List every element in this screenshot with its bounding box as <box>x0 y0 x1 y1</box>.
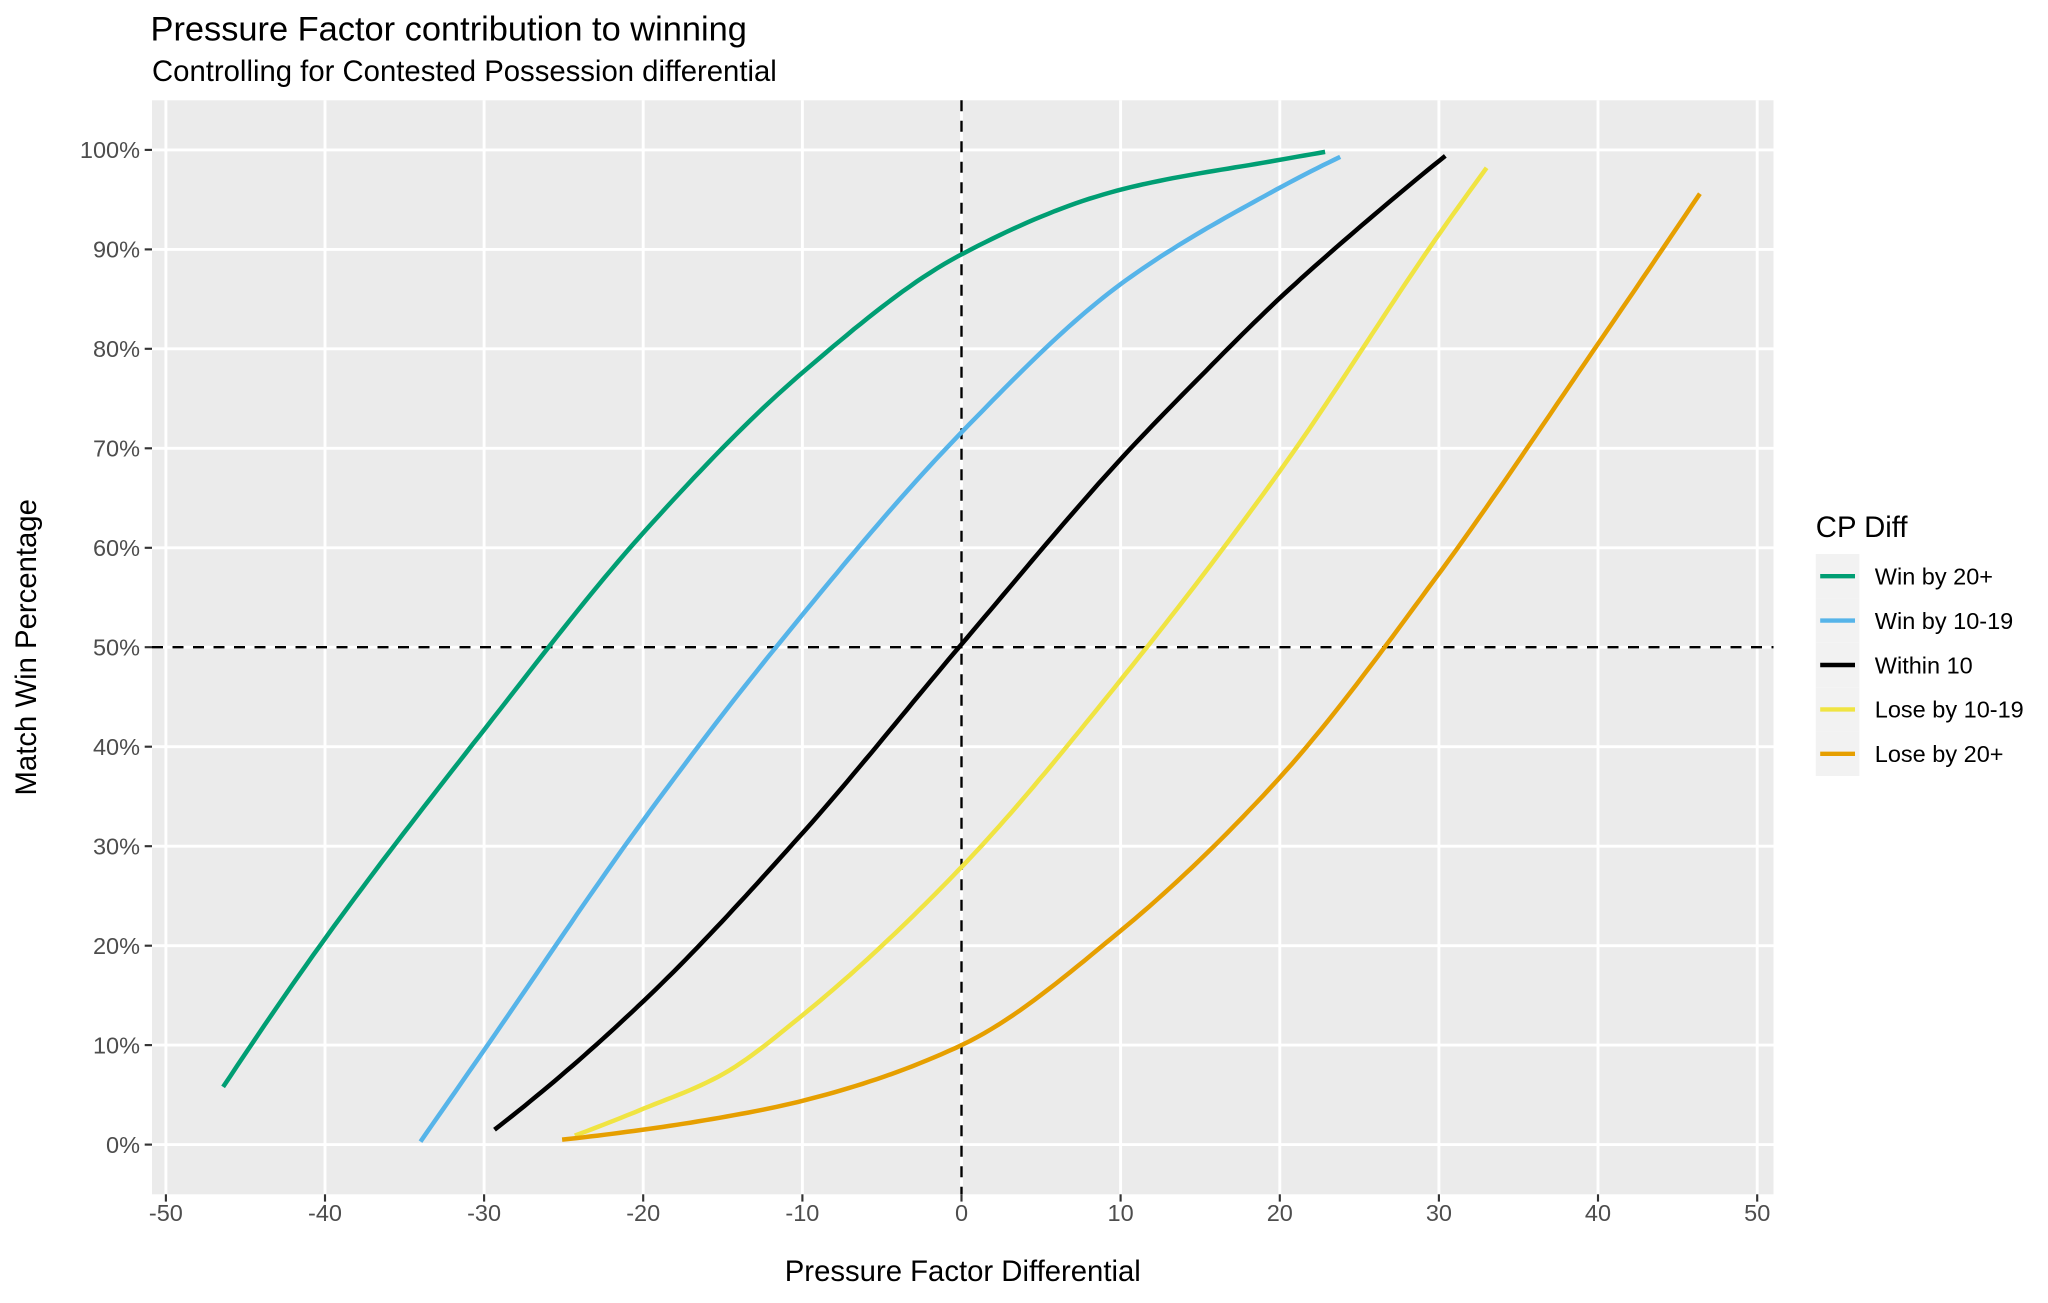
svg-text:Lose by 20+: Lose by 20+ <box>1875 741 2004 767</box>
svg-text:10: 10 <box>1108 1200 1134 1226</box>
svg-text:-50: -50 <box>149 1200 183 1226</box>
svg-text:20: 20 <box>1267 1200 1293 1226</box>
svg-text:80%: 80% <box>93 336 140 362</box>
svg-text:70%: 70% <box>93 436 140 462</box>
svg-text:0%: 0% <box>106 1132 140 1158</box>
svg-text:Pressure Factor contribution t: Pressure Factor contribution to winning <box>151 11 747 49</box>
svg-text:Win by 10-19: Win by 10-19 <box>1875 608 2013 634</box>
svg-text:40%: 40% <box>93 734 140 760</box>
svg-text:Lose by 10-19: Lose by 10-19 <box>1875 697 2024 723</box>
svg-text:-40: -40 <box>308 1200 342 1226</box>
svg-text:30: 30 <box>1426 1200 1452 1226</box>
svg-text:60%: 60% <box>93 535 140 561</box>
svg-text:CP Diff: CP Diff <box>1816 511 1909 544</box>
svg-text:90%: 90% <box>93 237 140 263</box>
svg-text:0: 0 <box>955 1200 968 1226</box>
svg-text:20%: 20% <box>93 933 140 959</box>
svg-text:100%: 100% <box>80 137 140 163</box>
svg-text:30%: 30% <box>93 834 140 860</box>
svg-text:-10: -10 <box>785 1200 819 1226</box>
svg-text:-20: -20 <box>626 1200 660 1226</box>
svg-text:40: 40 <box>1585 1200 1611 1226</box>
svg-text:10%: 10% <box>93 1032 140 1058</box>
svg-text:Controlling for Contested Poss: Controlling for Contested Possession dif… <box>152 55 777 88</box>
svg-text:Within 10: Within 10 <box>1875 652 1973 678</box>
svg-text:-30: -30 <box>467 1200 501 1226</box>
svg-text:Match Win Percentage: Match Win Percentage <box>10 499 43 795</box>
svg-text:50: 50 <box>1744 1200 1770 1226</box>
svg-text:Pressure Factor Differential: Pressure Factor Differential <box>785 1255 1141 1288</box>
svg-text:50%: 50% <box>93 635 140 661</box>
svg-text:Win by 20+: Win by 20+ <box>1875 564 1993 590</box>
